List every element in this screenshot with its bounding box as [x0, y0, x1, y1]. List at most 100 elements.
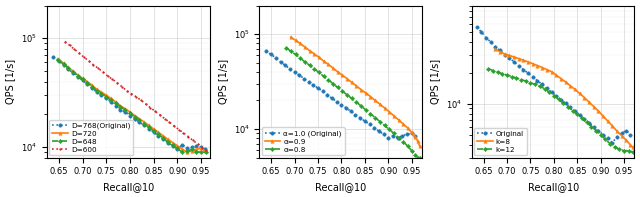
α=0.8: [408, 150, 415, 152]
D=600: [161, 117, 168, 120]
α=0.9: [343, 77, 351, 80]
α=0.8: [292, 53, 300, 56]
α=0.8: [371, 116, 379, 119]
k=12: [588, 125, 595, 128]
D=648: [136, 119, 143, 121]
k=8: [613, 130, 621, 133]
Original: [580, 118, 588, 120]
α=0.9: [395, 119, 403, 121]
D=648: [116, 106, 124, 108]
Original: [576, 114, 584, 116]
D=600: [132, 96, 140, 98]
Original: [623, 129, 630, 132]
D=648: [102, 96, 110, 98]
α=0.8: [315, 71, 323, 74]
D=600: [141, 103, 149, 105]
α=0.8: [395, 137, 403, 139]
D=600: [123, 89, 131, 92]
D=600: [147, 107, 154, 109]
D=768(Original): [169, 145, 177, 147]
Original: [529, 76, 537, 78]
D=648: [107, 99, 115, 101]
D=600: [175, 128, 182, 131]
α=0.9: [357, 88, 365, 91]
D=648: [183, 150, 191, 152]
Original: [599, 134, 607, 136]
Original: [609, 141, 616, 144]
k=12: [503, 74, 511, 76]
k=12: [489, 69, 497, 72]
Original: [534, 80, 541, 82]
D=600: [99, 71, 107, 73]
α=0.9: [399, 123, 407, 125]
α=1.0 (Original): [389, 135, 397, 137]
α=0.9: [385, 111, 393, 113]
k=8: [529, 62, 537, 65]
α=0.8: [296, 57, 304, 59]
D=768(Original): [193, 145, 200, 147]
D=648: [202, 151, 209, 153]
X-axis label: Recall@10: Recall@10: [315, 182, 366, 192]
k=8: [548, 71, 556, 73]
D=648: [54, 59, 61, 61]
Legend: α=1.0 (Original), α=0.9, α=0.8: α=1.0 (Original), α=0.9, α=0.8: [262, 127, 344, 155]
Original: [604, 137, 612, 140]
D=720: [93, 88, 100, 90]
Original: [571, 110, 579, 112]
α=0.8: [412, 154, 419, 156]
D=768(Original): [122, 111, 129, 113]
D=768(Original): [178, 144, 186, 146]
D=600: [198, 146, 206, 149]
D=720: [140, 121, 148, 123]
α=1.0 (Original): [310, 84, 317, 86]
α=0.8: [339, 90, 346, 92]
D=600: [61, 41, 69, 43]
D=720: [145, 124, 153, 127]
k=12: [628, 151, 636, 153]
α=0.9: [315, 56, 323, 59]
k=12: [513, 77, 520, 79]
D=768(Original): [112, 105, 120, 107]
k=12: [611, 146, 619, 148]
k=8: [576, 92, 584, 95]
α=0.8: [357, 105, 365, 107]
α=1.0 (Original): [282, 64, 289, 66]
D=768(Original): [197, 146, 205, 148]
D=648: [93, 89, 100, 92]
D=600: [70, 48, 78, 51]
D=600: [194, 143, 202, 145]
D=648: [112, 102, 120, 105]
Original: [477, 31, 485, 33]
D=720: [98, 91, 106, 93]
k=8: [501, 53, 509, 55]
D=648: [60, 63, 67, 65]
k=12: [522, 80, 530, 82]
D=720: [88, 84, 96, 86]
α=1.0 (Original): [403, 133, 411, 136]
α=0.8: [416, 156, 424, 159]
D=768(Original): [49, 55, 57, 58]
α=1.0 (Original): [351, 113, 359, 116]
D=720: [116, 105, 124, 107]
D=768(Original): [116, 109, 124, 111]
α=0.8: [324, 79, 332, 81]
α=0.8: [282, 46, 290, 49]
Original: [543, 87, 550, 90]
k=8: [552, 74, 560, 76]
α=1.0 (Original): [365, 123, 373, 125]
D=648: [164, 140, 172, 143]
k=12: [583, 121, 591, 124]
D=600: [76, 52, 83, 54]
D=720: [112, 101, 120, 103]
k=8: [618, 135, 626, 137]
k=12: [531, 83, 539, 86]
D=720: [183, 151, 191, 153]
k=8: [506, 54, 513, 57]
D=720: [154, 131, 162, 133]
k=12: [569, 109, 577, 112]
k=8: [585, 101, 593, 103]
α=0.8: [287, 50, 294, 52]
k=8: [557, 77, 564, 80]
α=0.9: [334, 71, 342, 73]
k=8: [627, 144, 634, 146]
